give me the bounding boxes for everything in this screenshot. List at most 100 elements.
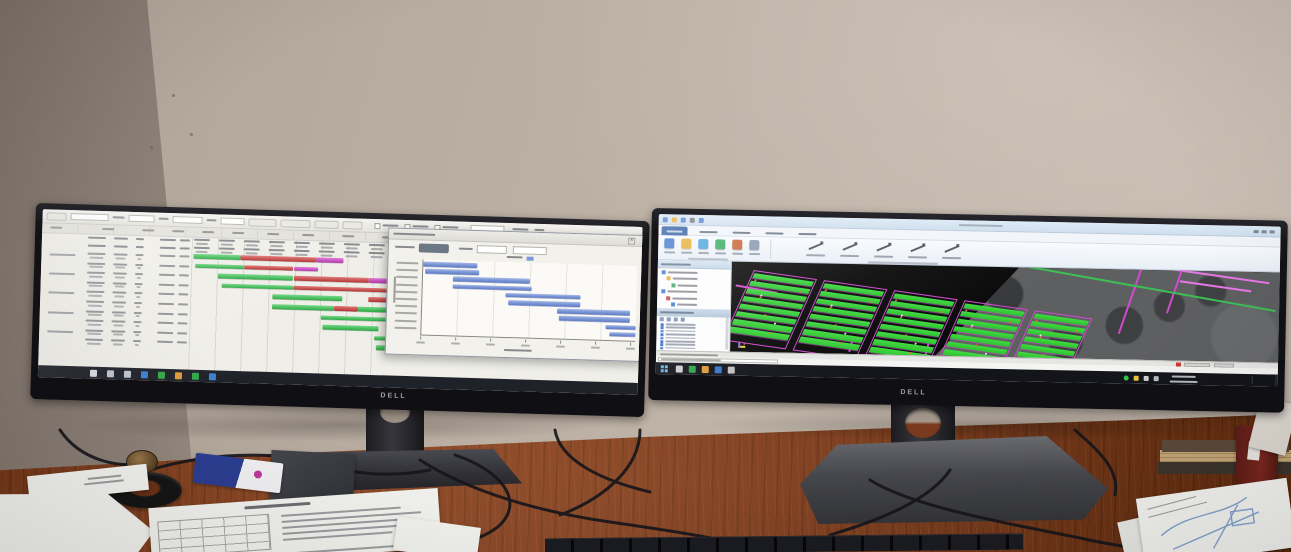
- layer-item-icon: [660, 323, 664, 326]
- tray-icon[interactable]: [1143, 375, 1149, 382]
- panel-toolbar-icon[interactable]: [666, 316, 671, 321]
- taskbar-app-icon[interactable]: [675, 365, 683, 373]
- blurred-text: [193, 238, 211, 242]
- panel-toolbar-icon[interactable]: [659, 316, 664, 321]
- quick-access-icon[interactable]: [680, 217, 686, 223]
- taskbar-app-icon[interactable]: [157, 371, 166, 379]
- toolbar-input[interactable]: [220, 217, 245, 226]
- taskbar-app-icon[interactable]: [714, 365, 722, 373]
- left-monitor: × DELL: [30, 203, 650, 418]
- blurred-text: [665, 330, 696, 333]
- blurred-text: [87, 236, 107, 240]
- blurred-text: [942, 256, 962, 260]
- scrollbar[interactable]: [725, 317, 729, 350]
- blurred-text: [665, 323, 696, 326]
- gantt-bar-green: [322, 324, 379, 331]
- blurred-text: [625, 347, 635, 350]
- ribbon-icon[interactable]: [698, 238, 709, 250]
- taskbar-app-icon[interactable]: [106, 369, 115, 377]
- ribbon-icon[interactable]: [715, 239, 726, 250]
- panel-toolbar-icon[interactable]: [680, 317, 685, 322]
- blurred-text: [115, 256, 126, 260]
- panel-header[interactable]: [657, 260, 731, 270]
- ribbon-icon[interactable]: [732, 239, 743, 250]
- blurred-text: [115, 266, 126, 269]
- taskbar-app-icon[interactable]: [208, 372, 217, 380]
- toolbar-button[interactable]: [314, 220, 339, 229]
- maximize-icon[interactable]: [1261, 230, 1267, 234]
- survey-tool-node: [820, 241, 824, 245]
- taskbar-app-icon[interactable]: [191, 372, 200, 380]
- view-mode-button[interactable]: [418, 243, 449, 254]
- blurred-text: [84, 338, 103, 342]
- dell-logo: DELL: [380, 392, 407, 401]
- blurred-text: [698, 251, 710, 255]
- start-pane: [660, 365, 664, 369]
- taskbar-app-icon[interactable]: [140, 370, 149, 378]
- toolbar-button[interactable]: [46, 212, 67, 221]
- gantt-bar-green: [221, 283, 294, 290]
- layer-item-icon: [660, 336, 664, 340]
- toolbar-input[interactable]: [172, 216, 203, 224]
- blurred-text: [395, 304, 418, 308]
- chart-dropdown[interactable]: [476, 245, 507, 254]
- quick-access-icon[interactable]: [662, 217, 668, 223]
- blurred-text: [245, 251, 258, 255]
- blurred-text: [137, 267, 142, 270]
- toolbar-button[interactable]: [280, 219, 311, 229]
- survey-tool-node: [922, 243, 926, 247]
- taskbar-app-icon[interactable]: [727, 366, 735, 374]
- start-icon[interactable]: [89, 369, 98, 377]
- chart-dropdown[interactable]: [512, 246, 547, 256]
- taskbar-app-icon[interactable]: [174, 371, 183, 379]
- blurred-text: [368, 243, 385, 247]
- blurred-text: [176, 341, 187, 344]
- ribbon-icon[interactable]: [681, 238, 692, 249]
- tray-icon[interactable]: [1123, 375, 1129, 381]
- quick-access-icon[interactable]: [671, 217, 677, 223]
- toolbar-input[interactable]: [128, 214, 155, 223]
- blurred-text: [908, 256, 928, 259]
- toolbar-button[interactable]: [248, 218, 277, 228]
- blurred-text: [343, 243, 360, 246]
- blurred-text: [394, 319, 417, 322]
- ribbon-icon[interactable]: [749, 239, 760, 251]
- panel-toolbar-icon[interactable]: [673, 316, 678, 322]
- show-desktop-button[interactable]: [1274, 374, 1278, 387]
- tray-icon[interactable]: [1153, 376, 1159, 382]
- toolbar-button[interactable]: [342, 221, 363, 230]
- blurred-text: [86, 281, 105, 284]
- toolbar-checkbox[interactable]: [374, 223, 381, 230]
- blurred-text: [1171, 375, 1196, 378]
- tray-icon[interactable]: [1133, 375, 1139, 381]
- blurred-text: [295, 253, 308, 256]
- wall-speck: [150, 146, 153, 149]
- start-icon[interactable]: [660, 365, 668, 373]
- blueprint-page: [1135, 477, 1291, 552]
- survey-tool-node: [956, 244, 960, 248]
- quick-access-icon[interactable]: [698, 217, 704, 224]
- gantt-bar-red: [244, 264, 294, 271]
- blurred-text: [112, 216, 125, 219]
- blurred-text: [178, 284, 189, 287]
- ribbon-icon[interactable]: [664, 238, 675, 249]
- taskbar-app-icon[interactable]: [688, 365, 696, 373]
- blurred-text: [158, 283, 175, 286]
- plan-bar: [609, 331, 636, 338]
- close-icon[interactable]: ×: [628, 237, 636, 245]
- start-pane: [664, 369, 668, 373]
- minimize-icon[interactable]: [1253, 230, 1259, 234]
- taskbar-app-icon[interactable]: [123, 370, 132, 378]
- blurred-text: [87, 262, 106, 265]
- blurred-text: [206, 219, 217, 222]
- blurred-text: [318, 242, 335, 245]
- taskbar-app-icon[interactable]: [701, 365, 709, 373]
- close-icon[interactable]: [1269, 230, 1275, 234]
- blurred-text: [132, 340, 141, 343]
- quick-access-icon[interactable]: [689, 217, 695, 223]
- gantt-chart: [188, 237, 397, 376]
- blurred-text: [135, 253, 144, 257]
- blurred-text: [136, 286, 141, 289]
- toolbar-input[interactable]: [70, 213, 109, 222]
- cad-canvas[interactable]: [730, 261, 1280, 363]
